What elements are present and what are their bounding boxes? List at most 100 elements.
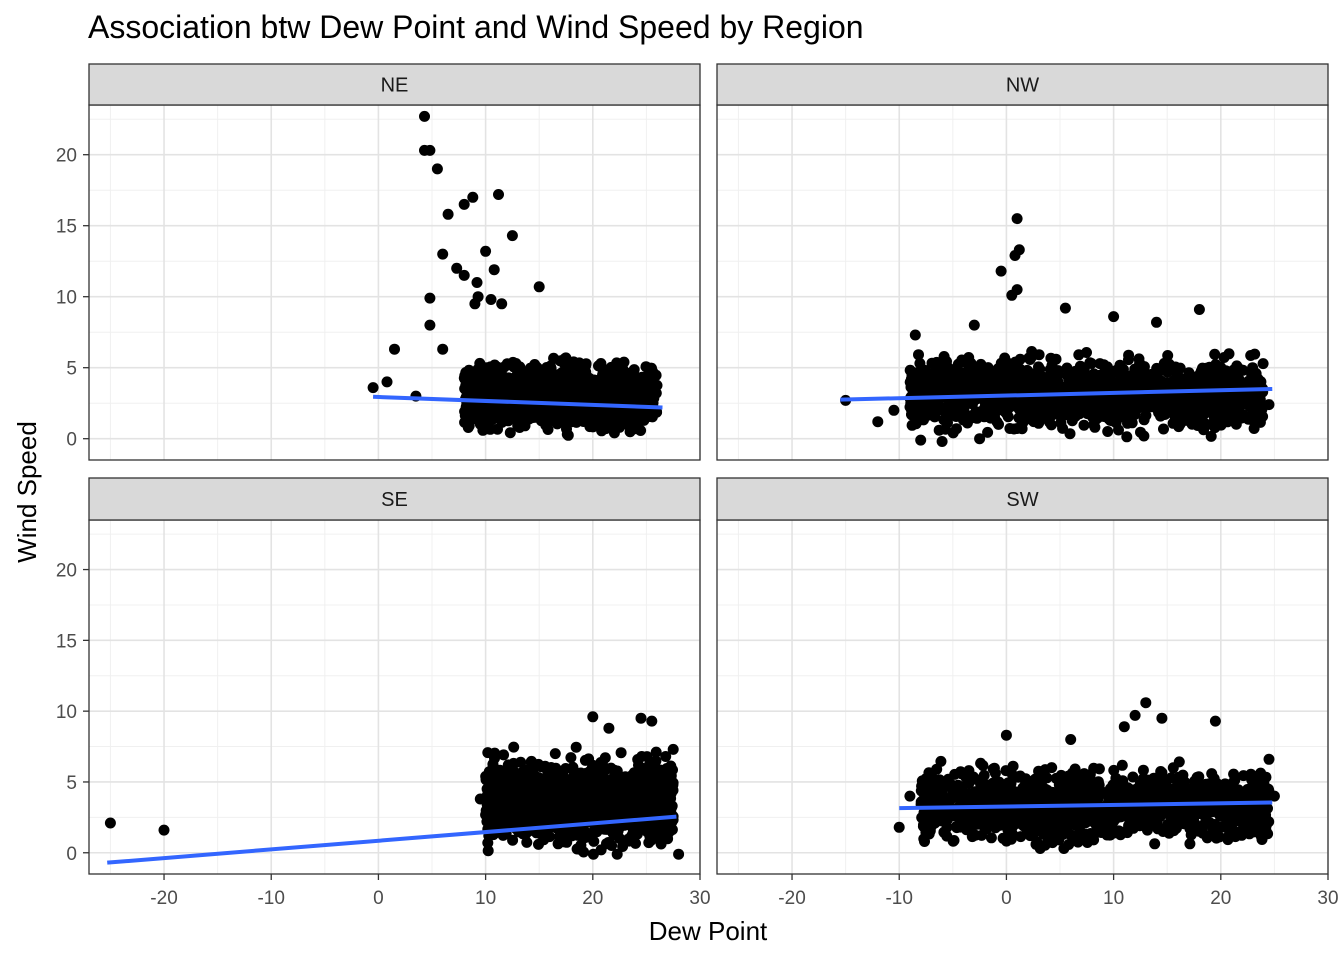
data-point [947, 427, 959, 439]
data-point [622, 793, 634, 805]
y-tick-label: 15 [56, 217, 77, 238]
data-point [1169, 412, 1181, 424]
data-point [482, 423, 494, 435]
data-point [474, 793, 486, 805]
data-point [626, 830, 638, 842]
data-point [564, 367, 575, 379]
data-point [1218, 377, 1230, 389]
data-point [1164, 395, 1176, 406]
data-point [1092, 405, 1104, 417]
data-point [1230, 418, 1242, 430]
data-point [576, 382, 588, 394]
data-point [419, 110, 430, 122]
data-point [667, 764, 678, 776]
data-point [572, 373, 584, 384]
data-point [451, 262, 463, 274]
data-point [606, 840, 618, 851]
data-point [1205, 430, 1217, 442]
data-point [631, 373, 643, 385]
x-axis-title: Dew Point [649, 916, 768, 946]
data-point [572, 775, 583, 787]
data-point [471, 277, 483, 288]
data-point [1078, 419, 1090, 431]
data-point [1096, 382, 1108, 394]
data-point [569, 793, 581, 805]
data-point [482, 837, 494, 849]
data-point [493, 189, 504, 200]
data-point [624, 806, 635, 818]
data-point [919, 364, 931, 376]
data-point [1101, 361, 1113, 373]
data-point [587, 381, 599, 393]
x-tick-label: -10 [257, 888, 284, 909]
data-point [1066, 393, 1078, 405]
data-point [975, 368, 987, 380]
data-point [1140, 409, 1152, 421]
data-point [580, 406, 592, 418]
y-tick-label: 10 [56, 288, 77, 309]
data-point [488, 806, 500, 818]
data-point [872, 416, 884, 428]
facet-strip-label: NE [381, 75, 409, 97]
data-point [557, 808, 569, 820]
data-point [967, 395, 979, 407]
data-point [1184, 838, 1196, 850]
data-point [1000, 407, 1012, 419]
data-point [974, 433, 986, 445]
data-point [638, 797, 649, 809]
data-point [663, 797, 675, 809]
data-point [650, 755, 662, 767]
data-point [558, 796, 570, 808]
data-point [496, 298, 508, 310]
data-point [1209, 348, 1221, 360]
data-point [943, 362, 955, 374]
data-point [560, 381, 572, 392]
data-point [1128, 406, 1139, 418]
data-point [963, 359, 974, 371]
data-point [527, 799, 539, 811]
data-point [1004, 423, 1016, 434]
y-tick-label: 20 [56, 561, 77, 582]
data-point [1081, 347, 1092, 358]
data-point [549, 748, 561, 760]
data-point [535, 381, 547, 393]
data-point [1127, 771, 1139, 783]
data-point [638, 384, 650, 396]
data-point [969, 410, 981, 422]
panel-nw: NW [716, 63, 1329, 461]
data-point [1108, 376, 1120, 388]
data-point [1192, 420, 1204, 431]
data-point [1195, 395, 1207, 407]
data-point [1221, 394, 1233, 406]
data-point [485, 294, 497, 305]
data-point [1123, 379, 1135, 391]
data-point [985, 412, 997, 424]
data-point [1059, 302, 1071, 314]
x-tick-label: 20 [582, 888, 603, 909]
data-point [1112, 366, 1124, 378]
data-point [933, 404, 945, 416]
data-point [524, 405, 536, 417]
data-point [1027, 369, 1039, 381]
data-point [1202, 367, 1214, 379]
data-point [1085, 382, 1097, 394]
data-point [608, 800, 620, 812]
y-axis-title: Wind Speed [12, 421, 42, 563]
data-point [544, 807, 556, 819]
data-point [593, 360, 604, 372]
data-point [1199, 407, 1211, 419]
data-point [660, 751, 672, 762]
data-point [1124, 397, 1136, 409]
data-point [628, 364, 640, 376]
data-point [458, 198, 470, 210]
data-point [524, 369, 536, 381]
data-point [583, 808, 595, 820]
data-point [424, 292, 436, 304]
data-point [604, 413, 616, 425]
data-point [663, 776, 675, 788]
data-point [462, 373, 474, 385]
data-point [465, 409, 477, 421]
data-point [1033, 349, 1045, 361]
